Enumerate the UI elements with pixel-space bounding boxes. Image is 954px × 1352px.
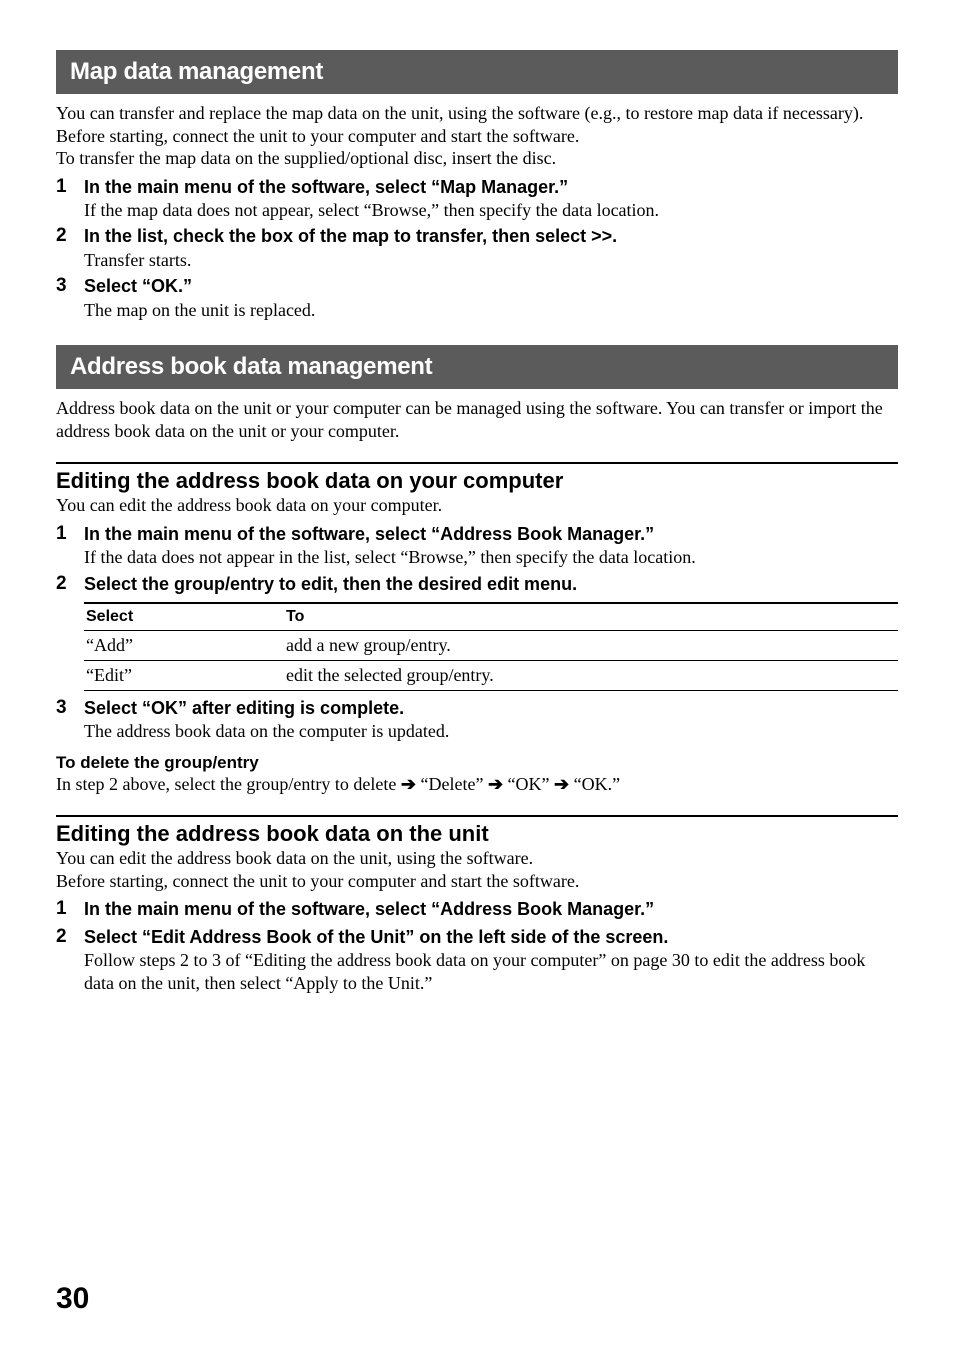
subsection-title-computer: Editing the address book data on your co… (56, 468, 898, 494)
step-item: 2 In the list, check the box of the map … (56, 225, 898, 271)
arrow-icon: ➔ (488, 774, 503, 794)
step-title: Select “Edit Address Book of the Unit” o… (84, 926, 898, 949)
step-detail: If the data does not appear in the list,… (84, 546, 898, 569)
table-cell-to: add a new group/entry. (284, 630, 898, 660)
step-item: 2 Select “Edit Address Book of the Unit”… (56, 926, 898, 994)
step-detail: The map on the unit is replaced. (84, 299, 898, 322)
step-number: 2 (56, 225, 74, 271)
step-number: 1 (56, 523, 74, 569)
sub2-steps: 1 In the main menu of the software, sele… (56, 898, 898, 994)
section1-steps: 1 In the main menu of the software, sele… (56, 176, 898, 322)
sub1-steps-b: 3 Select “OK” after editing is complete.… (56, 697, 898, 743)
step-title: Select “OK.” (84, 275, 898, 298)
delete-text-1: “Delete” (416, 774, 488, 794)
step-title: Select “OK” after editing is complete. (84, 697, 898, 720)
sub1-steps-a: 1 In the main menu of the software, sele… (56, 523, 898, 596)
step-number: 2 (56, 926, 74, 994)
table-row: “Add” add a new group/entry. (84, 630, 898, 660)
divider (56, 815, 898, 817)
step-title: In the main menu of the software, select… (84, 523, 898, 546)
delete-heading: To delete the group/entry (56, 753, 898, 773)
step-detail: The address book data on the computer is… (84, 720, 898, 743)
edit-menu-table: Select To “Add” add a new group/entry. “… (84, 602, 898, 691)
table-cell-select: “Add” (84, 630, 284, 660)
sub2-lead: You can edit the address book data on th… (56, 847, 898, 892)
delete-instruction: In step 2 above, select the group/entry … (56, 773, 898, 796)
table-cell-select: “Edit” (84, 660, 284, 690)
step-item: 1 In the main menu of the software, sele… (56, 176, 898, 222)
step-item: 1 In the main menu of the software, sele… (56, 523, 898, 569)
section2-intro: Address book data on the unit or your co… (56, 397, 898, 442)
table-header-select: Select (84, 603, 284, 631)
delete-text-2: “OK” (503, 774, 554, 794)
step-number: 2 (56, 573, 74, 596)
arrow-icon: ➔ (554, 774, 569, 794)
step-number: 3 (56, 275, 74, 321)
step-title: In the main menu of the software, select… (84, 176, 898, 199)
edit-menu-table-wrap: Select To “Add” add a new group/entry. “… (84, 602, 898, 691)
step-title: Select the group/entry to edit, then the… (84, 573, 898, 596)
table-row: “Edit” edit the selected group/entry. (84, 660, 898, 690)
step-detail: Transfer starts. (84, 249, 898, 272)
step-item: 3 Select “OK.” The map on the unit is re… (56, 275, 898, 321)
step-detail: Follow steps 2 to 3 of “Editing the addr… (84, 949, 898, 994)
section-header-map: Map data management (56, 50, 898, 94)
subsection-title-unit: Editing the address book data on the uni… (56, 821, 898, 847)
step-number: 3 (56, 697, 74, 743)
step-item: 3 Select “OK” after editing is complete.… (56, 697, 898, 743)
table-cell-to: edit the selected group/entry. (284, 660, 898, 690)
page-number: 30 (56, 1282, 89, 1316)
section-header-addressbook: Address book data management (56, 345, 898, 389)
table-header-to: To (284, 603, 898, 631)
delete-text-3: “OK.” (569, 774, 620, 794)
step-item: 2 Select the group/entry to edit, then t… (56, 573, 898, 596)
step-number: 1 (56, 898, 74, 921)
arrow-icon: ➔ (401, 774, 416, 794)
sub1-lead: You can edit the address book data on yo… (56, 494, 898, 517)
step-number: 1 (56, 176, 74, 222)
step-title: In the main menu of the software, select… (84, 898, 898, 921)
section1-intro: You can transfer and replace the map dat… (56, 102, 898, 170)
step-detail: If the map data does not appear, select … (84, 199, 898, 222)
step-title: In the list, check the box of the map to… (84, 225, 898, 248)
divider (56, 462, 898, 464)
step-item: 1 In the main menu of the software, sele… (56, 898, 898, 921)
delete-text-prefix: In step 2 above, select the group/entry … (56, 774, 401, 794)
